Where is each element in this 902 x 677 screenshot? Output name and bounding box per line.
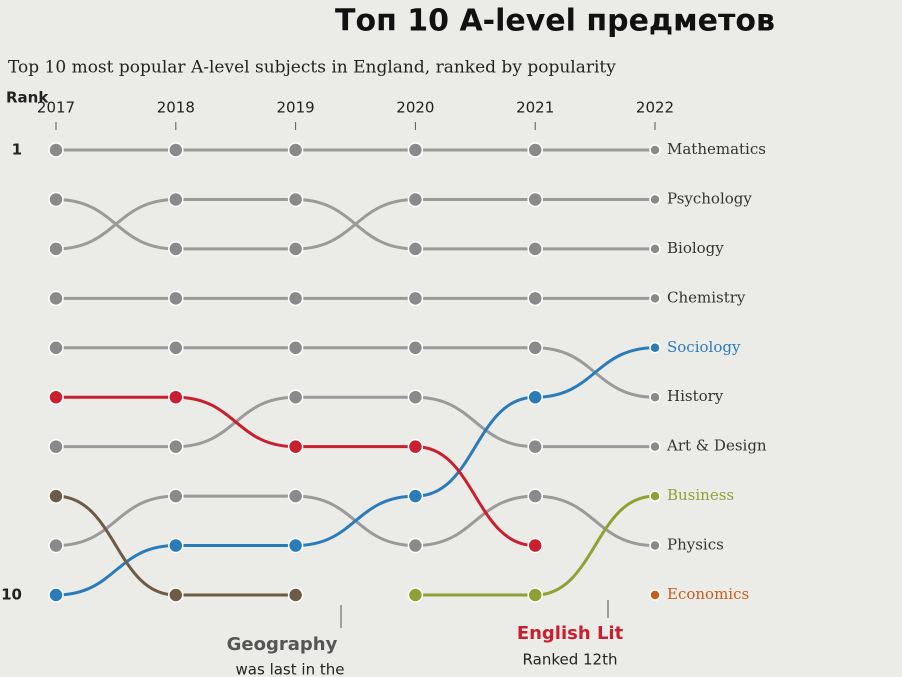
series-line <box>56 346 656 399</box>
series-point <box>287 389 304 405</box>
series-point <box>168 340 184 356</box>
legend-label: Art & Design <box>666 437 767 455</box>
series-point <box>527 438 543 455</box>
x-tick-label: 2018 <box>157 99 195 117</box>
series-point <box>287 340 304 356</box>
series-point <box>527 587 543 603</box>
series-point <box>407 340 424 356</box>
series-point <box>48 488 64 504</box>
annotation: was last in the <box>236 661 345 677</box>
series-point <box>407 488 424 504</box>
annotation: Geography <box>227 634 338 655</box>
x-tick-label: 2017 <box>37 99 75 117</box>
x-tick-label: 2021 <box>516 99 554 117</box>
series-point <box>48 389 64 405</box>
series-point <box>407 191 424 208</box>
x-tick-label: 2020 <box>396 99 434 117</box>
series-point <box>287 587 304 603</box>
series-point <box>287 290 304 307</box>
series-point <box>48 241 64 257</box>
series-point <box>527 537 543 554</box>
series-point <box>649 144 661 156</box>
series-point <box>48 438 64 455</box>
series-point <box>407 389 424 405</box>
series-point <box>649 342 661 354</box>
series-point <box>287 438 304 455</box>
series-point <box>48 587 64 603</box>
series-point <box>649 539 661 552</box>
series-point <box>527 191 543 208</box>
series-point <box>527 142 543 158</box>
legend-label: Psychology <box>667 189 752 207</box>
series-point <box>287 191 304 208</box>
series-point <box>527 389 543 405</box>
series-line <box>55 346 656 597</box>
series-line <box>415 494 656 597</box>
series-point <box>168 488 184 504</box>
y-tick-label: 10 <box>1 586 22 604</box>
series-point <box>48 340 64 356</box>
series-line <box>55 494 296 597</box>
series-point <box>527 290 543 307</box>
legend-label: Economics <box>667 585 749 603</box>
series-point <box>168 142 184 158</box>
series-point <box>649 193 661 206</box>
series-point <box>287 142 304 158</box>
series-point <box>527 340 543 356</box>
series-point <box>48 290 64 307</box>
series-point <box>48 142 64 158</box>
series-point <box>649 243 661 255</box>
series-point <box>649 391 661 403</box>
y-axis-label: Rank <box>6 89 49 107</box>
series-point <box>168 587 184 603</box>
legend-label: Chemistry <box>667 288 746 306</box>
annotation: Ranked 12th <box>523 651 618 669</box>
annotation: English Lit <box>517 623 624 644</box>
legend-label: Business <box>667 486 734 504</box>
series-point <box>168 290 184 307</box>
series-point <box>527 241 543 257</box>
series-point <box>407 537 424 554</box>
chart-subtitle: Top 10 most popular A-level subjects in … <box>8 58 616 78</box>
series-point <box>407 587 424 603</box>
legend-label: Sociology <box>667 338 741 356</box>
legend-label: Physics <box>667 536 724 554</box>
series-point <box>287 241 304 257</box>
series-point <box>407 241 424 257</box>
series-point <box>649 589 661 601</box>
series-point <box>527 488 543 504</box>
legend-label: Mathematics <box>667 140 766 158</box>
series-point <box>287 488 304 504</box>
series-line <box>55 494 656 548</box>
series-point <box>168 537 184 554</box>
series-point <box>407 438 424 455</box>
x-tick-label: 2019 <box>277 99 315 117</box>
series-point <box>48 191 64 208</box>
legend-label: Biology <box>667 239 724 257</box>
series-point <box>48 537 64 554</box>
legend-label: History <box>667 387 724 405</box>
series-point <box>287 537 304 554</box>
y-tick-label: 1 <box>12 141 22 159</box>
x-tick-label: 2022 <box>636 99 674 117</box>
series-point <box>649 440 661 453</box>
series-point <box>168 191 184 208</box>
series-point <box>168 389 184 405</box>
series-point <box>168 438 184 455</box>
series-point <box>407 142 424 158</box>
series-point <box>407 290 424 307</box>
series-point <box>168 241 184 257</box>
series-point <box>649 490 661 502</box>
series-point <box>649 292 661 305</box>
chart-title: Топ 10 A-level предметов <box>335 4 775 39</box>
